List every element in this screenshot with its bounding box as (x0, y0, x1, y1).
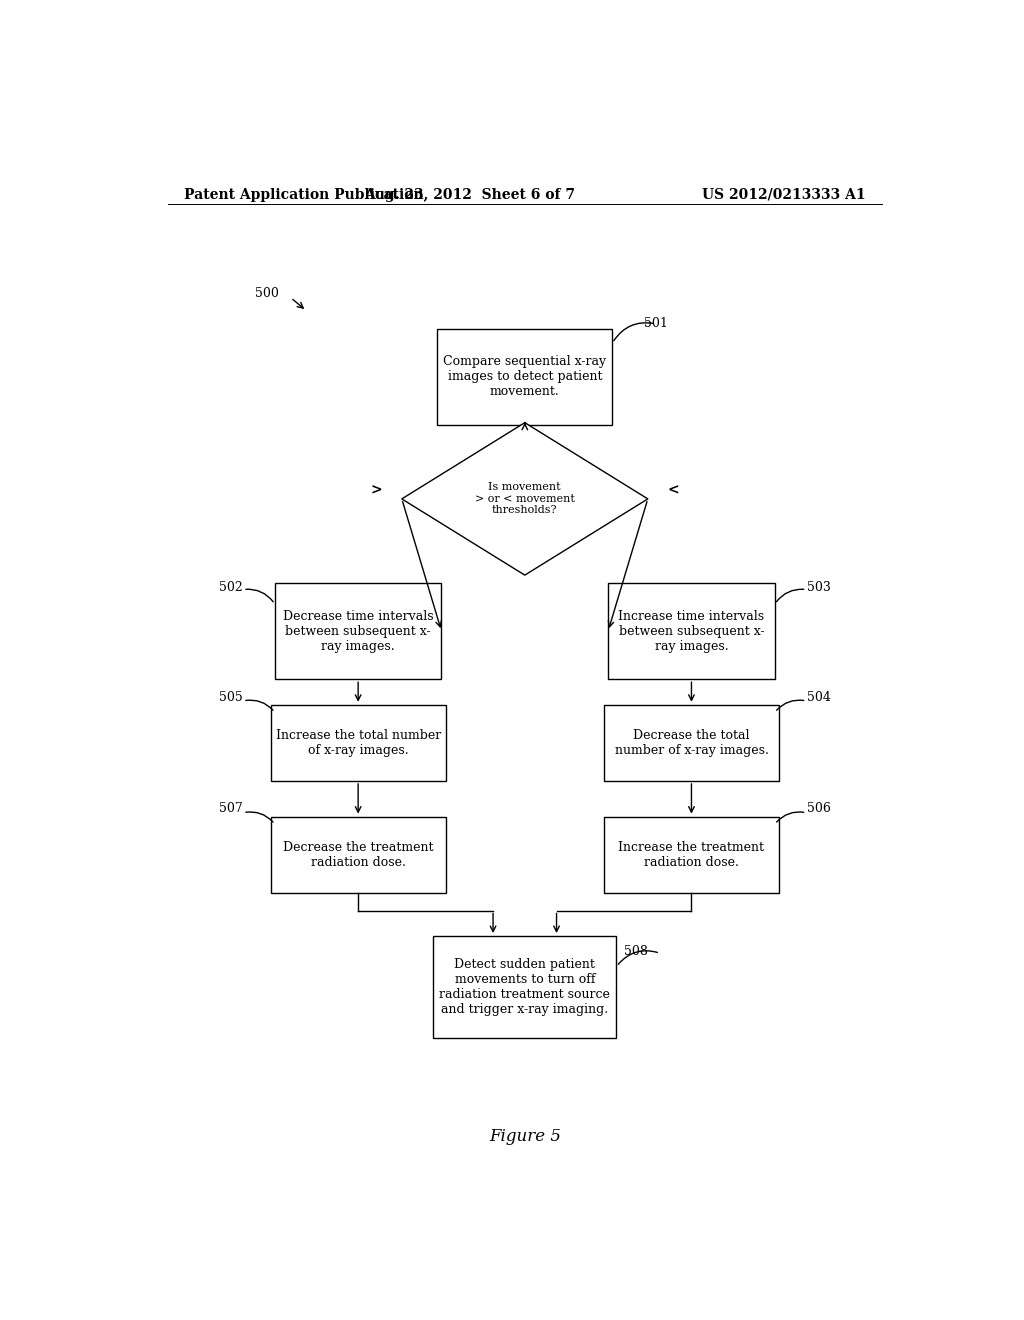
Text: Increase the total number
of x-ray images.: Increase the total number of x-ray image… (275, 729, 440, 756)
Text: US 2012/0213333 A1: US 2012/0213333 A1 (702, 187, 866, 202)
Text: Detect sudden patient
movements to turn off
radiation treatment source
and trigg: Detect sudden patient movements to turn … (439, 958, 610, 1016)
Text: Aug. 23, 2012  Sheet 6 of 7: Aug. 23, 2012 Sheet 6 of 7 (364, 187, 574, 202)
Text: Increase time intervals
between subsequent x-
ray images.: Increase time intervals between subseque… (618, 610, 765, 652)
Bar (433, 936, 616, 1038)
Text: 508: 508 (625, 945, 648, 958)
Text: Is movement
> or < movement
thresholds?: Is movement > or < movement thresholds? (475, 482, 574, 516)
Text: 502: 502 (219, 581, 243, 594)
Bar (274, 582, 441, 680)
Text: 504: 504 (807, 690, 830, 704)
Text: 501: 501 (644, 317, 668, 330)
Text: Patent Application Publication: Patent Application Publication (183, 187, 423, 202)
Text: 505: 505 (219, 690, 243, 704)
Bar (437, 329, 612, 425)
Bar (270, 817, 445, 892)
Bar (270, 705, 445, 781)
Text: 500: 500 (255, 286, 279, 300)
Bar (608, 582, 775, 680)
Text: <: < (668, 483, 679, 498)
Text: Decrease time intervals
between subsequent x-
ray images.: Decrease time intervals between subseque… (283, 610, 433, 652)
Text: Decrease the treatment
radiation dose.: Decrease the treatment radiation dose. (283, 841, 433, 869)
Polygon shape (401, 422, 648, 576)
Text: Increase the treatment
radiation dose.: Increase the treatment radiation dose. (618, 841, 765, 869)
Text: 507: 507 (219, 803, 243, 816)
Text: Compare sequential x-ray
images to detect patient
movement.: Compare sequential x-ray images to detec… (443, 355, 606, 399)
Text: >: > (371, 483, 382, 498)
Text: Figure 5: Figure 5 (488, 1127, 561, 1144)
Text: 506: 506 (807, 803, 830, 816)
Bar (604, 705, 779, 781)
Bar (604, 817, 779, 892)
Text: Decrease the total
number of x-ray images.: Decrease the total number of x-ray image… (614, 729, 768, 756)
Text: 503: 503 (807, 581, 830, 594)
